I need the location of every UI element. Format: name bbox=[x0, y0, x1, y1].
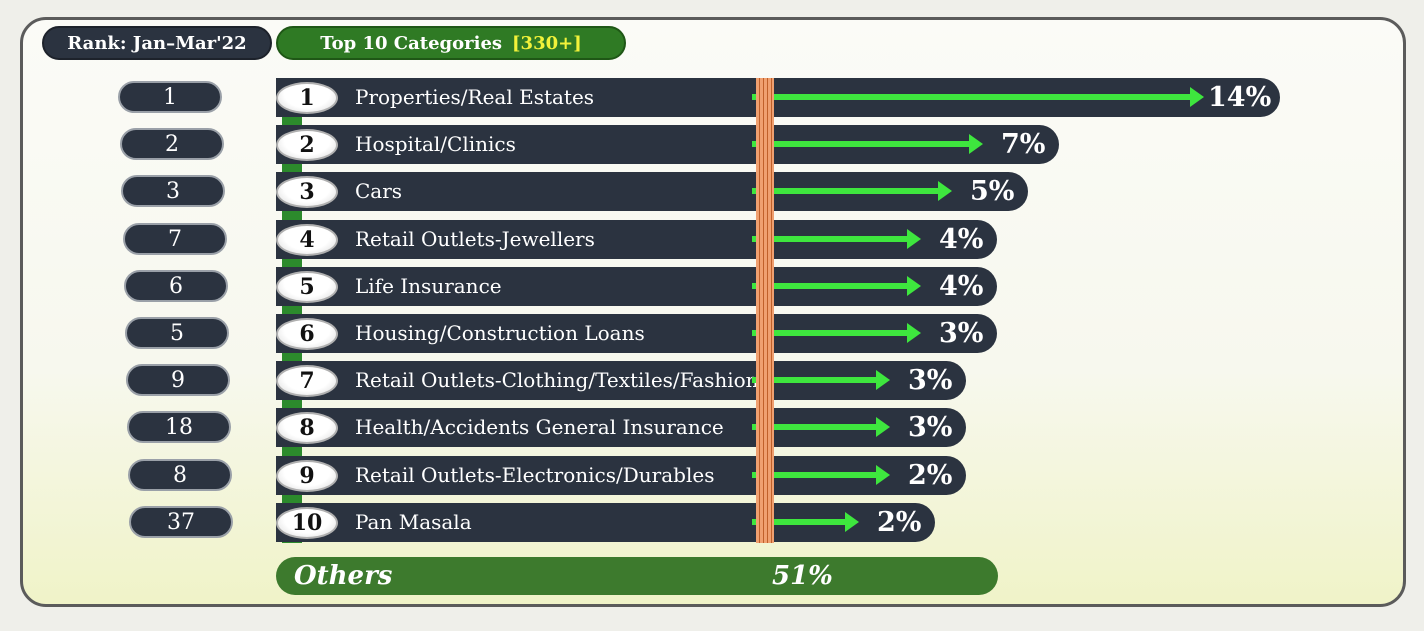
category-label-9: Retail Outlets-Electronics/Durables bbox=[355, 463, 715, 487]
value-label-6: 3% bbox=[939, 318, 984, 349]
category-label-2: Hospital/Clinics bbox=[355, 132, 516, 156]
previous-rank-5: 6 bbox=[124, 270, 228, 302]
previous-rank-4: 7 bbox=[123, 223, 227, 255]
value-arrow-3 bbox=[752, 181, 952, 201]
value-arrow-2 bbox=[752, 134, 983, 154]
value-label-7: 3% bbox=[908, 365, 953, 396]
rank-number-1: 1 bbox=[276, 82, 338, 114]
category-label-1: Properties/Real Estates bbox=[355, 85, 595, 109]
categories-count: [330+] bbox=[512, 32, 582, 54]
others-label: Others bbox=[294, 561, 393, 591]
rank-number-7: 7 bbox=[276, 365, 338, 397]
previous-rank-3: 3 bbox=[121, 175, 225, 207]
value-label-9: 2% bbox=[908, 460, 953, 491]
category-label-8: Health/Accidents General Insurance bbox=[355, 415, 724, 439]
value-arrow-10 bbox=[752, 512, 859, 532]
previous-rank-6: 5 bbox=[125, 317, 229, 349]
category-label-6: Housing/Construction Loans bbox=[355, 321, 645, 345]
category-label-7: Retail Outlets-Clothing/Textiles/Fashion bbox=[355, 368, 759, 392]
others-bar: Others 51% bbox=[276, 557, 998, 595]
value-label-10: 2% bbox=[877, 507, 922, 538]
previous-rank-2: 2 bbox=[120, 128, 224, 160]
rank-number-3: 3 bbox=[276, 176, 338, 208]
rank-number-4: 4 bbox=[276, 224, 338, 256]
rank-period-label: Rank: Jan–Mar'22 bbox=[67, 32, 247, 54]
value-arrow-4 bbox=[752, 229, 921, 249]
value-label-4: 4% bbox=[939, 224, 984, 255]
others-value: 51% bbox=[772, 561, 833, 591]
rank-number-2: 2 bbox=[276, 129, 338, 161]
category-label-3: Cars bbox=[355, 179, 403, 203]
rank-number-9: 9 bbox=[276, 460, 338, 492]
value-label-2: 7% bbox=[1001, 129, 1046, 160]
value-label-5: 4% bbox=[939, 271, 984, 302]
top-categories-label: Top 10 Categories bbox=[320, 32, 503, 54]
rank-number-6: 6 bbox=[276, 318, 338, 350]
category-label-10: Pan Masala bbox=[355, 510, 472, 534]
value-arrow-5 bbox=[752, 276, 921, 296]
previous-rank-7: 9 bbox=[126, 364, 230, 396]
previous-rank-9: 8 bbox=[128, 459, 232, 491]
previous-rank-8: 18 bbox=[127, 411, 231, 443]
value-arrow-7 bbox=[752, 370, 890, 390]
value-arrow-1 bbox=[752, 87, 1204, 107]
value-label-3: 5% bbox=[970, 176, 1015, 207]
category-label-5: Life Insurance bbox=[355, 274, 502, 298]
rank-number-10: 10 bbox=[276, 507, 338, 539]
previous-rank-1: 1 bbox=[118, 81, 222, 113]
rank-number-8: 8 bbox=[276, 412, 338, 444]
value-arrow-8 bbox=[752, 417, 890, 437]
value-arrow-6 bbox=[752, 323, 921, 343]
rank-number-5: 5 bbox=[276, 271, 338, 303]
rank-period-header: Rank: Jan–Mar'22 bbox=[42, 26, 272, 60]
previous-rank-10: 37 bbox=[129, 506, 233, 538]
value-arrow-9 bbox=[752, 465, 890, 485]
top-categories-header: Top 10 Categories [330+] bbox=[276, 26, 626, 60]
category-label-4: Retail Outlets-Jewellers bbox=[355, 227, 595, 251]
value-label-8: 3% bbox=[908, 412, 953, 443]
value-label-1: 14% bbox=[1208, 82, 1272, 113]
divider-stripe bbox=[756, 78, 774, 543]
